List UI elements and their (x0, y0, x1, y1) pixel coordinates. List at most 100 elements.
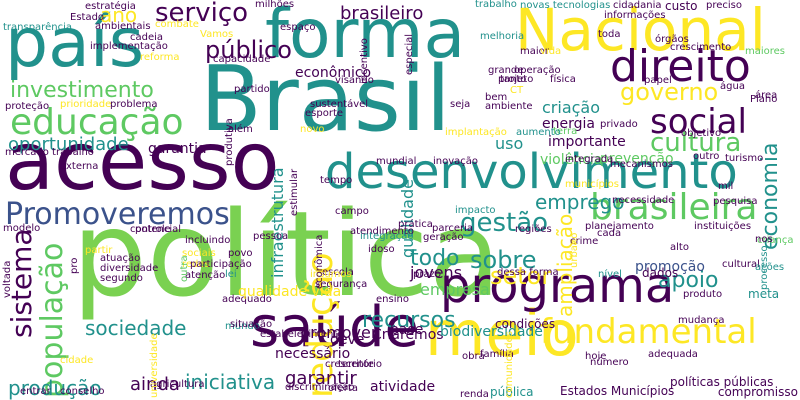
word-cloud-word: adequada (648, 349, 698, 360)
word-cloud-word: território (338, 359, 382, 370)
word-cloud-word: instituições (694, 221, 752, 232)
word-cloud-word: novas tecnologias (520, 0, 611, 11)
word-cloud-word: cidade (60, 355, 94, 366)
word-cloud-word: educação (10, 102, 184, 143)
word-cloud-word: problema (110, 99, 158, 110)
word-cloud-word: serviço (155, 0, 249, 28)
word-cloud-word: produtiva (224, 118, 235, 166)
word-cloud-word: mudança (678, 315, 725, 326)
word-cloud-word: forma (265, 0, 466, 74)
word-cloud-word: produção (8, 376, 102, 400)
word-cloud-word: maior (520, 46, 549, 57)
word-cloud-word: crime (570, 236, 599, 247)
word-cloud-word: situação (230, 319, 273, 330)
word-cloud-word: regiões (515, 224, 552, 235)
word-cloud-word: discriminação (285, 382, 355, 393)
word-cloud-word: sobre (470, 246, 537, 274)
word-cloud-word: Brasil (200, 47, 451, 152)
word-cloud-word: bem (485, 92, 508, 103)
word-cloud-word: público (205, 36, 292, 64)
word-cloud-word: condições (495, 317, 556, 331)
word-cloud-word: tempo (320, 175, 353, 186)
word-cloud-word: oportunidade (8, 134, 129, 155)
word-cloud-word: lei (225, 269, 237, 280)
word-cloud-word: parceria (432, 223, 474, 234)
word-cloud-word: dessa forma (497, 267, 559, 278)
word-cloud-word: população (35, 242, 70, 398)
word-cloud-word: Estados Municípios (560, 384, 675, 398)
word-cloud-word: dados (642, 266, 679, 280)
word-cloud-word: econômica (314, 234, 325, 289)
word-cloud-word: emprego (535, 190, 625, 214)
word-cloud-word: políticas públicas (670, 375, 774, 389)
word-cloud-word: crescente (325, 359, 374, 370)
word-cloud-word: estratégia (85, 1, 136, 12)
word-cloud-word: biodiversidade (440, 324, 543, 340)
word-cloud-word: incluindo (185, 235, 231, 246)
word-cloud-word: família (480, 349, 514, 360)
word-cloud-word: vida (540, 46, 562, 57)
word-cloud-word: modelo (3, 223, 41, 234)
word-cloud-word: meio (425, 297, 579, 370)
word-cloud-word: externa (60, 161, 99, 172)
word-cloud-word: projeto (498, 74, 534, 85)
word-cloud-word: prazo (413, 269, 441, 280)
word-cloud-word: atenção (185, 270, 226, 281)
word-cloud-word: aumento (516, 127, 561, 138)
word-cloud-word: voltada (2, 260, 13, 298)
word-cloud-word: garantir (285, 368, 357, 389)
word-cloud-word: país (5, 4, 145, 83)
word-cloud-word: idoso (368, 244, 395, 255)
word-cloud-word: criação (542, 98, 601, 117)
word-cloud-word: compromisso (717, 385, 798, 399)
word-cloud-word: promover (300, 323, 378, 342)
word-cloud-word: ambientais (95, 21, 151, 32)
word-cloud-word: energia (542, 116, 595, 132)
word-cloud-word: investimento (10, 78, 154, 103)
word-cloud-word: fundamental (540, 312, 757, 352)
word-cloud-word: cultural (722, 259, 760, 270)
word-cloud-word: empresa (420, 280, 490, 299)
word-cloud-word: escola (322, 267, 354, 278)
word-cloud-word: custo (665, 0, 698, 13)
word-cloud-word: tanto (500, 74, 527, 85)
word-cloud-word: urbano (569, 232, 580, 268)
word-cloud-word: crescimento (670, 42, 732, 53)
word-cloud-word: estabelecimento (260, 329, 344, 340)
word-cloud-word: impacto (455, 205, 496, 216)
word-cloud-word: cadeia (130, 32, 164, 43)
word-cloud-word: toda (598, 29, 621, 40)
word-cloud-word: pro (69, 257, 80, 274)
word-cloud-word: diversidade (100, 263, 159, 274)
word-cloud-word: Plano (750, 94, 778, 105)
word-cloud-word: cultura (650, 128, 742, 158)
word-cloud-word: social (650, 102, 747, 142)
word-cloud-word: implantação (445, 127, 507, 138)
word-cloud-word: informações (604, 10, 666, 21)
word-cloud-word: direito (610, 41, 751, 92)
word-cloud-word: agricultura (150, 379, 205, 390)
word-cloud-word: mercado trabalho (5, 147, 94, 158)
word-cloud-word: ensino (376, 294, 409, 305)
word-cloud-word: necessário (275, 346, 351, 362)
word-cloud-word: ambiente (485, 101, 533, 112)
word-cloud-word: planejamento (585, 221, 654, 232)
word-cloud-word: infraestrutura (268, 167, 287, 278)
word-cloud-word: brasileiro (340, 3, 424, 24)
word-cloud-word: mil (718, 181, 734, 192)
word-cloud-word: brasileira (590, 187, 758, 228)
word-cloud-word: pessoa (253, 231, 289, 242)
word-cloud-word: necessidade (612, 195, 675, 206)
word-cloud-word: recursos (362, 308, 456, 333)
word-cloud-word: qualidade vida (238, 284, 342, 300)
word-cloud-word: cidadania (613, 0, 662, 11)
word-cloud-word: milhões (255, 0, 295, 10)
word-cloud-word: oferta (328, 383, 358, 394)
word-cloud-word: desenvolvimento (325, 144, 738, 200)
word-cloud-word: sociedade (85, 316, 187, 340)
word-cloud-word: papel (644, 75, 672, 86)
word-cloud-word: garantia (148, 141, 207, 157)
word-cloud-word: visando (335, 75, 374, 86)
word-cloud-word: adequado (222, 294, 272, 305)
